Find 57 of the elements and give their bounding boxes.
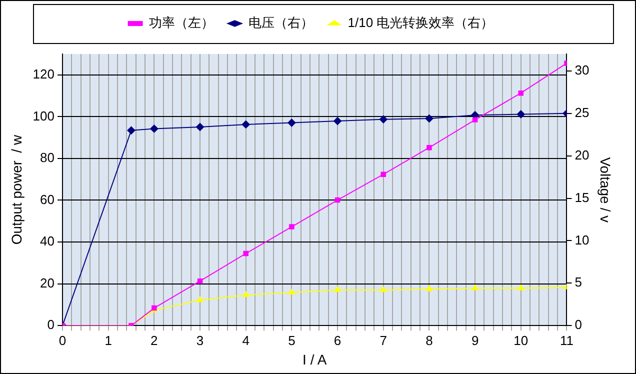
point [518, 90, 524, 96]
legend-label: 功率（左） [148, 15, 214, 30]
point [425, 114, 434, 123]
y-tick-label: 0 [47, 317, 54, 332]
x-tick-label: 0 [58, 332, 66, 348]
point [242, 292, 249, 298]
point [150, 124, 158, 133]
point [426, 144, 432, 150]
point [289, 224, 294, 230]
point [196, 122, 204, 131]
y-tick-label: 60 [40, 192, 54, 207]
point [288, 118, 296, 127]
y-tick-label: 100 [32, 108, 54, 124]
x-tick-label: 8 [426, 332, 433, 348]
x-tick-label: 5 [288, 332, 296, 348]
legend-label: 电压（右） [248, 15, 314, 30]
x-tick-label: 10 [514, 332, 528, 348]
point [379, 115, 388, 124]
x-axis-title: I / A [302, 351, 328, 368]
point [380, 172, 386, 177]
point [380, 286, 386, 292]
point [242, 120, 250, 128]
point [196, 296, 204, 302]
y-tick-label: 120 [32, 66, 54, 82]
x-tick-label: 9 [471, 332, 479, 348]
point [472, 284, 478, 290]
legend-label: 1/10 电光转换效率（右） [348, 15, 494, 30]
point [518, 284, 524, 290]
point [288, 289, 295, 294]
x-tick-label: 1 [104, 332, 112, 348]
point [243, 250, 248, 256]
y2-tick-label: 0 [574, 317, 582, 332]
point [197, 278, 203, 284]
y2-tick-label: 15 [574, 190, 590, 205]
x-tick-label: 3 [196, 332, 204, 348]
y-tick-label: 20 [40, 275, 54, 290]
point [127, 126, 136, 134]
y-axis-title: Output power / w [8, 134, 24, 245]
point [426, 286, 432, 292]
x-tick-label: 4 [242, 332, 250, 348]
y2-tick-label: 10 [574, 232, 590, 248]
y2-tick-label: 25 [574, 104, 590, 120]
y2-axis-title: Voltage / v [598, 157, 614, 222]
point [472, 117, 478, 122]
x-tick-label: 2 [150, 332, 158, 348]
y2-tick-label: 5 [574, 274, 582, 290]
y-tick-label: 80 [40, 150, 54, 166]
point [334, 117, 342, 126]
point [334, 286, 341, 292]
point [334, 197, 340, 203]
y2-tick-label: 20 [574, 147, 590, 162]
x-tick-label: 11 [560, 332, 574, 348]
x-tick-label: 7 [380, 332, 387, 348]
point [516, 110, 525, 118]
y2-tick-label: 30 [574, 62, 590, 78]
y-tick-label: 40 [40, 234, 54, 249]
x-tick-label: 6 [334, 332, 342, 348]
